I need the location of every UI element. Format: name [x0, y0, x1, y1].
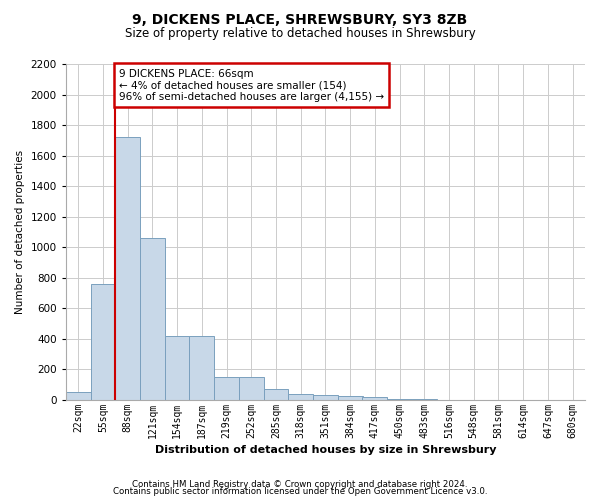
- Bar: [338, 396, 362, 400]
- Bar: [165, 336, 190, 400]
- Text: 9 DICKENS PLACE: 66sqm
← 4% of detached houses are smaller (154)
96% of semi-det: 9 DICKENS PLACE: 66sqm ← 4% of detached …: [119, 68, 384, 102]
- Bar: [239, 377, 263, 400]
- Bar: [313, 394, 338, 400]
- Text: Contains public sector information licensed under the Open Government Licence v3: Contains public sector information licen…: [113, 487, 487, 496]
- Bar: [362, 397, 387, 400]
- Bar: [91, 284, 115, 400]
- Y-axis label: Number of detached properties: Number of detached properties: [15, 150, 25, 314]
- Bar: [263, 388, 289, 400]
- X-axis label: Distribution of detached houses by size in Shrewsbury: Distribution of detached houses by size …: [155, 445, 496, 455]
- Bar: [190, 336, 214, 400]
- Bar: [289, 394, 313, 400]
- Text: Contains HM Land Registry data © Crown copyright and database right 2024.: Contains HM Land Registry data © Crown c…: [132, 480, 468, 489]
- Bar: [66, 392, 91, 400]
- Bar: [214, 377, 239, 400]
- Bar: [140, 238, 165, 400]
- Text: 9, DICKENS PLACE, SHREWSBURY, SY3 8ZB: 9, DICKENS PLACE, SHREWSBURY, SY3 8ZB: [133, 12, 467, 26]
- Text: Size of property relative to detached houses in Shrewsbury: Size of property relative to detached ho…: [125, 28, 475, 40]
- Bar: [387, 398, 412, 400]
- Bar: [115, 138, 140, 400]
